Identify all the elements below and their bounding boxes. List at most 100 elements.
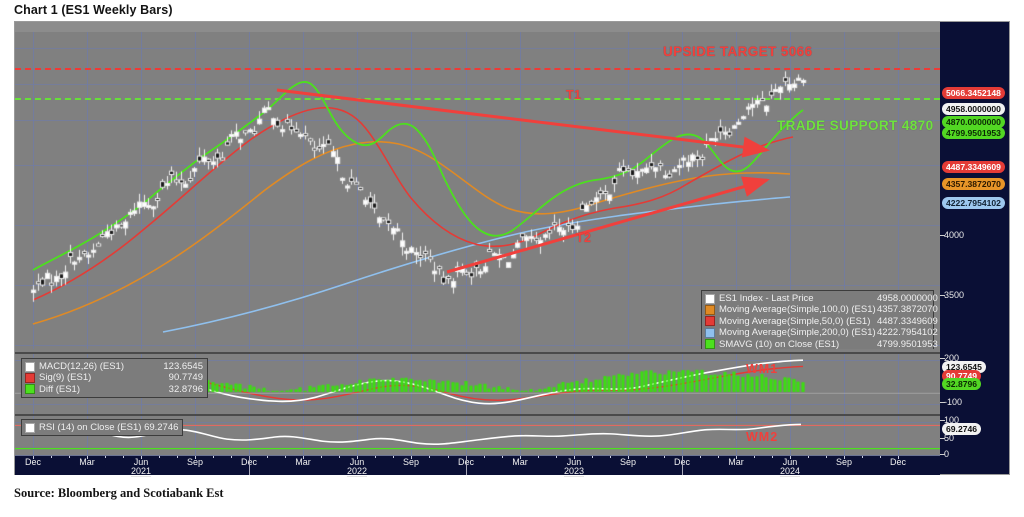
legend-row: Sig(9) (ES1) 90.7749 [25, 372, 203, 383]
x-axis-minor-tick [339, 456, 340, 458]
x-axis-tick [303, 456, 304, 459]
x-axis-label: Jun [566, 457, 582, 467]
x-axis-label: Mar [295, 457, 311, 467]
legend-label: Moving Average(Simple,200,0) (ES1) [719, 327, 876, 339]
legend-swatch [705, 293, 715, 304]
x-axis-minor-tick [51, 456, 52, 458]
axis-value-tag: 4222.7954102 [942, 197, 1005, 209]
gridline-vertical [411, 416, 412, 457]
x-axis-year-label: 2022 [346, 466, 368, 477]
x-axis-year-separator [682, 456, 683, 475]
x-axis-tick [844, 456, 845, 459]
legend-value: 4222.7954102 [877, 327, 938, 339]
x-axis-minor-tick [772, 456, 773, 458]
x-axis-minor-tick [718, 456, 719, 458]
x-axis-tick [574, 456, 575, 459]
axis-tick-label: -100 [939, 397, 963, 407]
x-axis-year-label: 2023 [563, 466, 585, 477]
x-axis-minor-tick [159, 456, 160, 458]
x-axis-minor-tick [105, 456, 106, 458]
x-axis-minor-tick [393, 456, 394, 458]
legend-swatch [25, 422, 35, 433]
x-axis-label: Sep [835, 457, 853, 467]
legend-label: ES1 Index - Last Price [719, 293, 814, 304]
gridline-vertical [790, 416, 791, 457]
rsi-legend: RSI (14) on Close (ES1) 69.2746 [21, 419, 184, 437]
legend-label: Diff (ES1) [39, 383, 81, 395]
axis-value-tag: 4870.0000000 [942, 116, 1005, 128]
gridline-vertical [682, 416, 683, 457]
x-axis-tick [141, 456, 142, 459]
x-axis-minor-tick [538, 456, 539, 458]
legend-row: Moving Average(Simple,50,0) (ES1) 4487.3… [705, 315, 938, 327]
legend-value: 32.8796 [168, 383, 203, 395]
x-axis-minor-tick [592, 456, 593, 458]
axis-value-tag: 69.2746 [942, 423, 982, 435]
legend-label: Sig(9) (ES1) [39, 372, 92, 384]
x-axis-minor-tick [808, 456, 809, 458]
x-axis-minor-tick [321, 456, 322, 458]
annotation-wm2: WM2 [746, 430, 779, 444]
x-axis-label: Dec [889, 457, 907, 467]
legend-swatch [25, 384, 35, 395]
macd-pane: WM1 MACD(12,26) (ES1) 123.6545 Sig(9) (E… [15, 352, 940, 414]
axis-tick-label: 4000 [939, 230, 965, 240]
x-axis-minor-tick [267, 456, 268, 458]
legend-row: RSI (14) on Close (ES1) 69.2746 [25, 422, 178, 433]
x-axis-minor-tick [862, 456, 863, 458]
legend-value: 4487.3349609 [877, 315, 938, 327]
x-axis-year-separator [249, 456, 250, 475]
x-axis-label: Jun [349, 457, 365, 467]
gridline-vertical [195, 416, 196, 457]
gridline-vertical [844, 416, 845, 457]
x-axis-minor-tick [484, 456, 485, 458]
x-axis-label: Jun [782, 457, 798, 467]
axis-tick-label: 50 [939, 433, 955, 443]
gridline-vertical [87, 416, 88, 457]
legend-value: 4357.3872070 [877, 304, 938, 316]
x-axis-minor-tick [880, 456, 881, 458]
x-axis-label: Sep [186, 457, 204, 467]
x-axis-tick [790, 456, 791, 459]
x-axis-tick [736, 456, 737, 459]
x-axis-label: Sep [402, 457, 420, 467]
legend-value: 4958.0000000 [877, 293, 938, 304]
axis-tick-label: 100 [939, 415, 960, 425]
legend-label: SMAVG (10) on Close (ES1) [719, 338, 840, 349]
legend-swatch [25, 361, 35, 372]
x-axis-label: Mar [728, 457, 744, 467]
gridline-vertical [736, 416, 737, 457]
x-axis-minor-tick [375, 456, 376, 458]
x-axis-minor-tick [700, 456, 701, 458]
gridline-vertical [249, 416, 250, 457]
legend-row: ES1 Index - Last Price 4958.0000000 [705, 293, 938, 304]
x-axis-year-label: 2024 [779, 466, 801, 477]
x-axis-tick [898, 456, 899, 459]
x-axis-minor-tick [664, 456, 665, 458]
axis-value-tag: 4799.9501953 [942, 127, 1005, 139]
x-axis-minor-tick [826, 456, 827, 458]
annotation-upside-target: UPSIDE TARGET 5066 [663, 44, 813, 59]
gridline-vertical [303, 416, 304, 457]
axis-value-tag: 4357.3872070 [942, 178, 1005, 190]
legend-label: Moving Average(Simple,50,0) (ES1) [719, 315, 871, 327]
x-axis-label: Dec [24, 457, 42, 467]
plot-column: UPSIDE TARGET 5066 TRADE SUPPORT 4870 T1… [15, 22, 940, 477]
legend-swatch [705, 327, 715, 338]
x-axis-minor-tick [448, 456, 449, 458]
legend-row: Diff (ES1) 32.8796 [25, 384, 203, 395]
x-axis: DecMarJunSepDecMarJunSepDecMarJunSepDecM… [15, 455, 940, 477]
gridline-vertical [33, 416, 34, 457]
legend-row: SMAVG (10) on Close (ES1) 4799.9501953 [705, 338, 938, 349]
x-axis-label: Jun [133, 457, 149, 467]
axis-tick-label: 3500 [939, 290, 965, 300]
x-axis-year-label: 2021 [130, 466, 152, 477]
x-axis-minor-tick [610, 456, 611, 458]
x-axis-tick [195, 456, 196, 459]
legend-label: RSI (14) on Close (ES1) 69.2746 [39, 422, 179, 433]
legend-label: MACD(12,26) (ES1) [39, 361, 124, 372]
annotation-wm1: WM1 [746, 362, 779, 376]
x-axis-minor-tick [231, 456, 232, 458]
x-axis-minor-tick [646, 456, 647, 458]
x-axis-tick [87, 456, 88, 459]
